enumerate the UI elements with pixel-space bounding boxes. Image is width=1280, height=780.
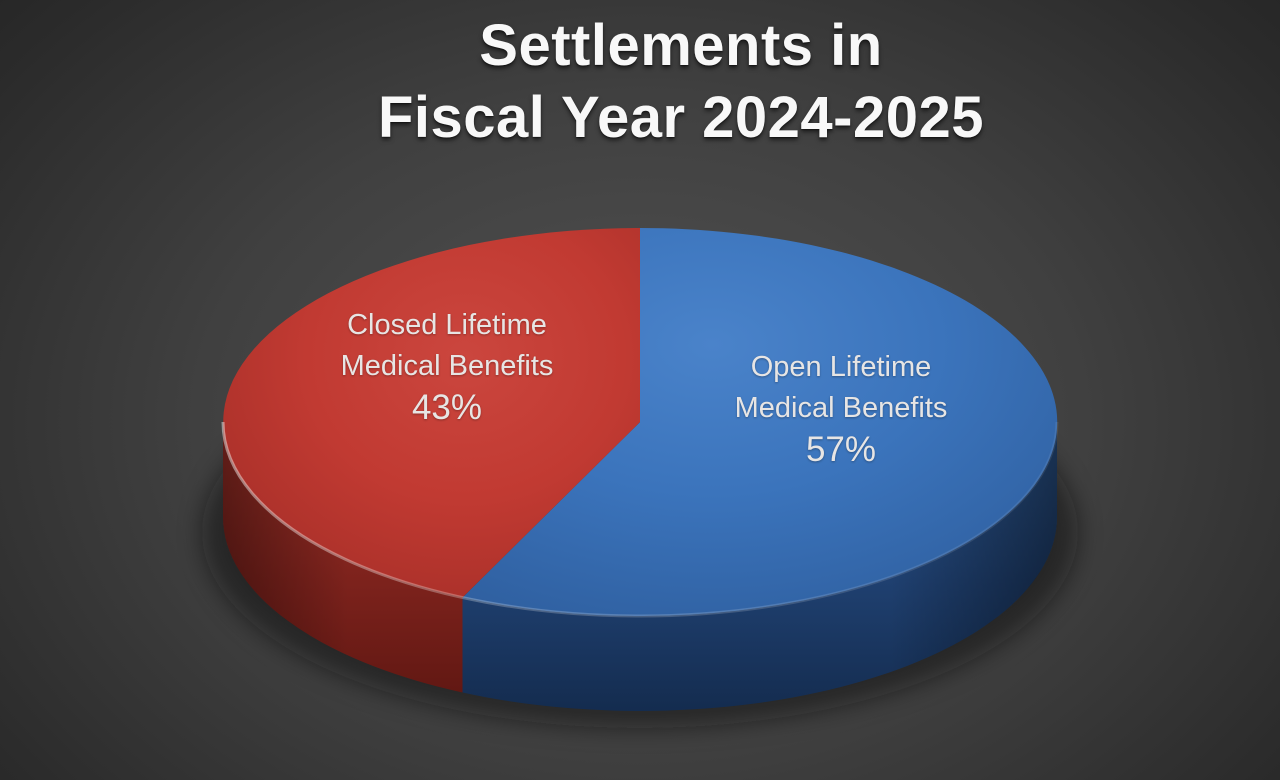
- chart-title-line-1: Settlements in: [479, 13, 883, 78]
- chart-title: Settlements in Fiscal Year 2024-2025: [81, 10, 1280, 154]
- pie-side-shading: [223, 422, 1057, 711]
- pie-slice-open[interactable]: [462, 227, 1058, 616]
- pie-rim-highlight: [221, 421, 1059, 618]
- chart-title-line-2: Fiscal Year 2024-2025: [377, 85, 985, 150]
- pie-slice-closed[interactable]: [223, 228, 640, 598]
- pie-top-surface: [223, 227, 1058, 616]
